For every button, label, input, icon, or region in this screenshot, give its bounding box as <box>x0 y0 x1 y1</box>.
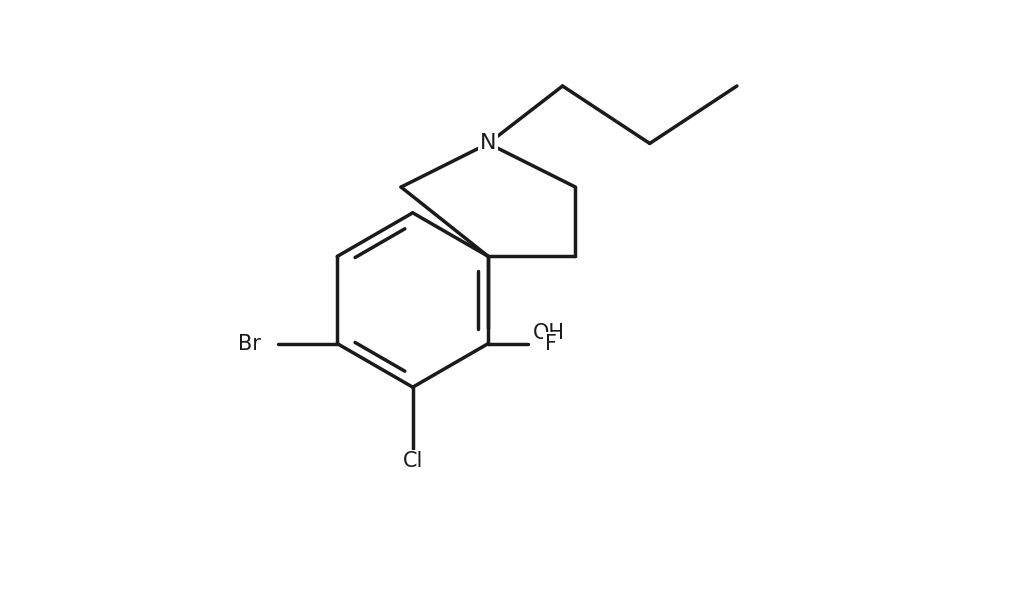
Text: OH: OH <box>532 323 565 343</box>
Text: N: N <box>480 133 497 154</box>
Text: F: F <box>545 334 557 353</box>
Text: Br: Br <box>238 334 261 353</box>
Text: Cl: Cl <box>402 451 423 471</box>
